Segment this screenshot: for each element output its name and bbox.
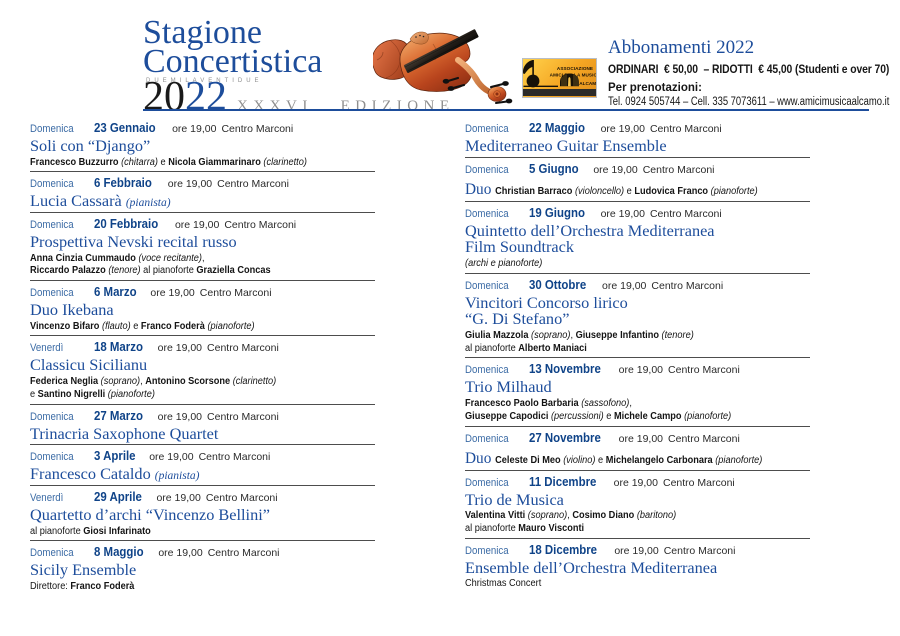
svg-text:ALCAMO: ALCAMO xyxy=(579,81,597,86)
svg-text:ASSOCIAZIONE: ASSOCIAZIONE xyxy=(557,66,593,71)
